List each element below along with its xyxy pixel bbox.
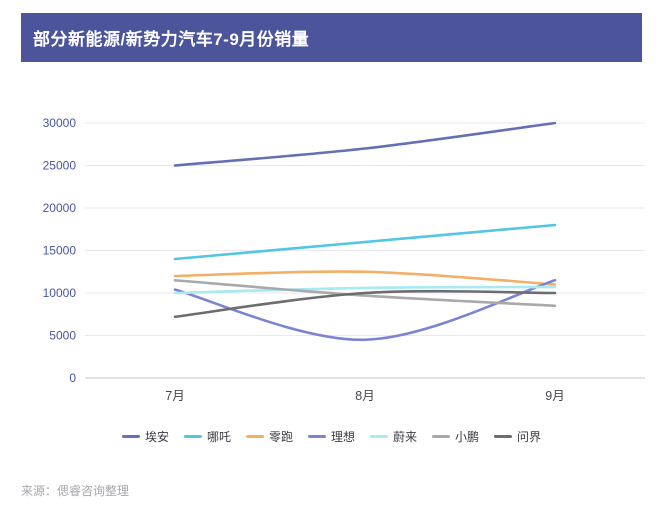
y-tick-label: 30000 (43, 116, 77, 130)
legend-marker-aion (121, 435, 140, 438)
legend-item-neta[interactable]: 哪吒 (183, 428, 231, 445)
x-tick-label: 8月 (355, 389, 374, 403)
y-tick-label: 15000 (43, 244, 77, 258)
legend-label: 埃安 (144, 430, 169, 444)
legend-label: 问界 (517, 430, 542, 444)
series-line-xpeng (173, 278, 557, 308)
series-line-neta (173, 223, 557, 261)
legend-item-xpeng[interactable]: 小鹏 (432, 428, 479, 445)
legend-marker-xpeng (432, 435, 451, 438)
series-line-aito (173, 289, 557, 319)
legend-item-nio[interactable]: 蔚来 (370, 428, 417, 445)
legend-marker-neta (183, 435, 202, 438)
y-tick-label: 10000 (43, 286, 77, 300)
x-tick-label: 7月 (165, 389, 184, 403)
chart-title-bar: 部分新能源/新势力汽车7-9月份销量 (21, 13, 642, 62)
legend-item-aion[interactable]: 埃安 (121, 428, 169, 445)
legend-marker-leapmotor (245, 435, 264, 438)
y-tick-label: 0 (69, 371, 76, 385)
y-tick-label: 5000 (49, 329, 76, 343)
legend-item-li-auto[interactable]: 理想 (307, 428, 355, 445)
legend-item-leapmotor[interactable]: 零跑 (245, 428, 293, 445)
legend-marker-aito (494, 435, 513, 438)
source-note: 来源：偲睿咨询整理 (21, 484, 130, 498)
legend-label: 零跑 (268, 430, 293, 444)
legend-marker-li-auto (307, 435, 326, 438)
legend-marker-nio (370, 435, 388, 438)
series-line-aion (173, 121, 557, 167)
series-line-li-auto (173, 278, 557, 342)
chart-legend: 埃安 哪吒 零跑 理想 蔚来 小鹏 问界 (0, 428, 663, 445)
y-tick-label: 25000 (43, 159, 77, 173)
legend-label: 小鹏 (455, 430, 480, 444)
x-tick-label: 9月 (545, 389, 564, 403)
y-tick-label: 20000 (43, 201, 77, 215)
legend-label: 哪吒 (206, 430, 231, 444)
series-line-nio (173, 285, 557, 295)
line-chart: 0 5000 10000 15000 20000 25000 30000 7月 8月 9月 (43, 116, 645, 403)
legend-label: 蔚来 (393, 430, 418, 444)
series-line-leapmotor (173, 270, 557, 286)
legend-item-aito[interactable]: 问界 (494, 428, 541, 445)
legend-label: 理想 (330, 430, 355, 444)
chart-title: 部分新能源/新势力汽车7-9月份销量 (33, 30, 310, 49)
